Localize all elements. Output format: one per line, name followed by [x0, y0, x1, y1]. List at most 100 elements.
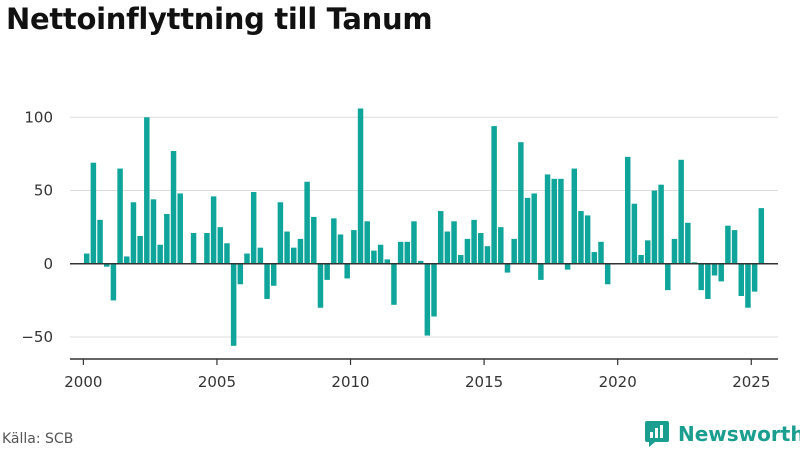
bar [150, 199, 157, 264]
bar [631, 203, 638, 264]
bar [244, 253, 250, 264]
bar [698, 263, 704, 291]
bar [103, 263, 110, 267]
bar [90, 162, 97, 264]
bar [498, 227, 504, 264]
axes: −50 0 50 100 2000 2005 2010 2015 2020 2025 [21, 108, 778, 391]
bar [124, 256, 130, 264]
bar-chart: −50 0 50 100 2000 2005 2010 2015 2020 2025 [21, 108, 778, 391]
bar [357, 108, 364, 264]
bar [391, 263, 397, 305]
chart-title: Nettoinflyttning till Tanum [6, 2, 433, 36]
bar [217, 227, 224, 264]
bar [437, 211, 444, 264]
bar [451, 221, 457, 264]
bar [417, 260, 424, 264]
bar [511, 238, 517, 264]
bar [604, 263, 611, 285]
bar [738, 263, 745, 297]
y-tick-label: 50 [34, 182, 53, 200]
bar [571, 168, 578, 264]
x-tick-label: 2005 [198, 373, 236, 391]
bar [264, 263, 270, 299]
bar [711, 263, 718, 276]
bar [117, 168, 123, 264]
bar [130, 202, 137, 264]
bar [591, 252, 598, 264]
brand-logo: Newsworthy [644, 420, 800, 447]
bar [371, 250, 377, 264]
bar [491, 126, 497, 264]
bar [291, 247, 297, 264]
bar [110, 263, 117, 301]
bar [157, 244, 163, 264]
bar [504, 263, 511, 273]
bar [277, 202, 284, 264]
x-tick-label: 2020 [599, 373, 637, 391]
bar [257, 247, 264, 264]
bar [364, 221, 370, 264]
x-tick-label: 2000 [64, 373, 102, 391]
bar [424, 263, 431, 336]
bar [551, 178, 557, 264]
bar [270, 263, 277, 286]
newsworthy-logo-icon [645, 421, 669, 447]
bar [97, 219, 103, 264]
bar [578, 211, 584, 264]
bar [471, 219, 477, 264]
brand-label: Newsworthy [678, 421, 800, 446]
x-tick-label: 2025 [732, 373, 770, 391]
bar [678, 159, 684, 264]
bar [204, 233, 210, 264]
bar [144, 117, 150, 264]
bar [337, 234, 344, 264]
bar [524, 197, 531, 264]
bar [304, 181, 310, 264]
bar [718, 263, 724, 282]
bar [311, 216, 317, 264]
bar [250, 192, 257, 264]
bars [83, 108, 765, 346]
bar [745, 263, 751, 308]
bar [331, 218, 337, 264]
bar [538, 263, 544, 280]
bar [731, 230, 738, 264]
bar [83, 253, 90, 264]
bar [584, 215, 591, 264]
bar [344, 263, 350, 279]
source-label: Källa: SCB [2, 431, 74, 447]
y-tick-label: 0 [43, 255, 53, 273]
bar [177, 193, 183, 264]
bar [725, 225, 731, 264]
bar [237, 263, 244, 285]
bar [544, 174, 551, 264]
bar [645, 240, 651, 264]
bar [297, 238, 304, 264]
bar [397, 241, 404, 264]
bar [230, 263, 237, 346]
bar [137, 235, 143, 264]
bar [685, 222, 691, 264]
bar [751, 263, 758, 292]
bar [464, 238, 471, 264]
bar [411, 221, 417, 264]
bar [624, 156, 631, 264]
bar [598, 241, 604, 264]
bar [651, 190, 658, 264]
bar [671, 238, 678, 264]
bar [665, 263, 671, 291]
bar [377, 244, 384, 264]
bar [210, 196, 217, 264]
x-tick-label: 2010 [331, 373, 369, 391]
bar [658, 184, 664, 264]
bar [444, 231, 451, 264]
y-tick-label: −50 [21, 328, 53, 346]
bar [478, 233, 484, 264]
bar [457, 254, 464, 264]
x-tick-label: 2015 [465, 373, 503, 391]
bar [518, 142, 524, 264]
bar [705, 263, 711, 299]
bar [484, 246, 491, 264]
bar [224, 243, 230, 264]
bar [758, 208, 765, 264]
